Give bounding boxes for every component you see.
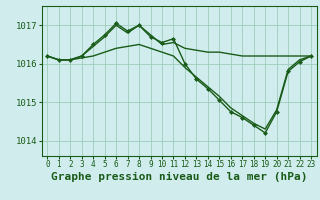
X-axis label: Graphe pression niveau de la mer (hPa): Graphe pression niveau de la mer (hPa) [51, 172, 308, 182]
